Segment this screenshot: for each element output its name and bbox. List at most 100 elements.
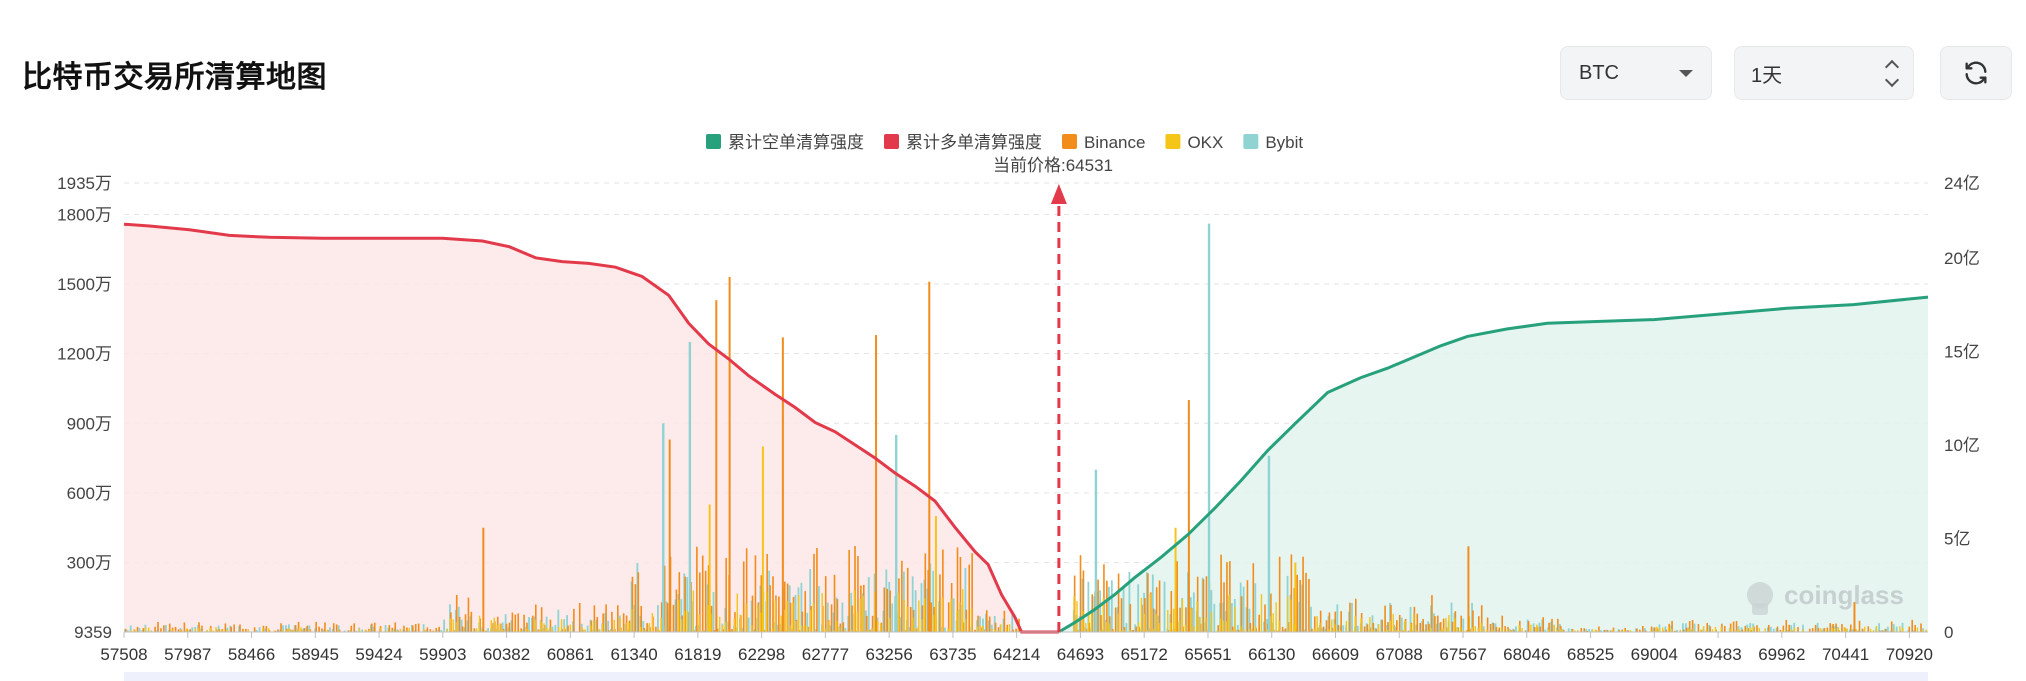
- bar: [844, 629, 847, 632]
- bar: [1482, 626, 1485, 632]
- bar: [1222, 602, 1225, 632]
- bar: [854, 546, 856, 632]
- bar: [1219, 618, 1222, 632]
- bar: [815, 629, 817, 632]
- bar: [1240, 626, 1242, 632]
- bar: [454, 609, 457, 632]
- coin-select[interactable]: BTC: [1560, 46, 1712, 100]
- bar: [1094, 469, 1098, 632]
- bar: [280, 623, 282, 632]
- bar: [569, 624, 572, 632]
- bar: [1371, 615, 1374, 632]
- bar: [1477, 627, 1479, 632]
- bar: [736, 593, 738, 632]
- bar: [229, 625, 232, 632]
- bar: [1425, 624, 1427, 632]
- bar: [1492, 629, 1494, 632]
- bar: [803, 624, 806, 632]
- x-tick-label: 70920: [1886, 645, 1933, 664]
- bar: [1869, 628, 1872, 632]
- bar: [258, 627, 261, 632]
- bar: [1334, 624, 1336, 632]
- bar: [1321, 627, 1324, 632]
- bar: [501, 622, 504, 632]
- bar: [282, 630, 285, 632]
- bar: [1618, 630, 1621, 632]
- bar: [422, 624, 425, 632]
- bar: [857, 555, 859, 632]
- bar: [230, 626, 233, 632]
- bar: [168, 623, 171, 632]
- bar: [1808, 628, 1811, 632]
- bar: [514, 614, 517, 632]
- bar: [924, 553, 927, 632]
- bar: [856, 611, 859, 632]
- bar: [189, 629, 192, 632]
- bar: [1298, 601, 1301, 632]
- bar: [1249, 628, 1251, 632]
- bar: [1199, 617, 1201, 632]
- cumulative-lines: [123, 222, 1929, 634]
- bar: [1351, 602, 1353, 632]
- bar: [282, 625, 284, 632]
- x-tick-label: 59903: [419, 645, 466, 664]
- bar: [1623, 629, 1626, 632]
- bar: [625, 622, 627, 632]
- bar: [1413, 614, 1415, 632]
- bar: [326, 630, 328, 632]
- current-price-arrow: [1050, 184, 1067, 204]
- bar: [1556, 627, 1558, 632]
- bar: [959, 556, 962, 632]
- bar: [285, 625, 287, 632]
- bar: [1541, 619, 1544, 632]
- bar: [1422, 618, 1424, 632]
- bar: [129, 625, 132, 632]
- bar: [136, 626, 139, 632]
- bar: [713, 630, 716, 632]
- bar: [1219, 602, 1222, 632]
- bar: [631, 576, 634, 632]
- bar: [171, 629, 173, 632]
- bar: [909, 630, 911, 632]
- bar: [683, 610, 686, 632]
- bar: [1486, 629, 1488, 632]
- bar: [1093, 596, 1096, 632]
- bar: [1480, 605, 1483, 632]
- bar: [707, 565, 710, 632]
- bar: [765, 591, 768, 632]
- bar: [944, 627, 946, 632]
- bar: [1851, 629, 1854, 632]
- bar: [875, 335, 878, 632]
- refresh-button[interactable]: [1940, 46, 2012, 100]
- zoom-slider[interactable]: [124, 672, 1928, 681]
- bar: [534, 619, 536, 632]
- bar: [242, 628, 244, 632]
- bar: [160, 628, 162, 632]
- bar: [1603, 629, 1606, 632]
- bar: [549, 626, 551, 632]
- bar: [1207, 223, 1211, 632]
- bar: [826, 602, 829, 632]
- bar: [217, 625, 220, 632]
- bar: [526, 622, 528, 632]
- y-left-tick-label: 1500万: [57, 275, 112, 294]
- bar: [1849, 624, 1852, 632]
- bar: [1129, 629, 1131, 632]
- bar: [1741, 629, 1744, 632]
- bar: [130, 630, 132, 632]
- bar: [889, 590, 891, 632]
- bar: [197, 628, 200, 632]
- bar: [1524, 630, 1527, 632]
- bar: [1583, 628, 1586, 632]
- bar: [663, 565, 666, 632]
- bar: [832, 612, 835, 632]
- bar: [920, 583, 923, 632]
- bar: [1688, 628, 1690, 632]
- time-range-select[interactable]: 1天: [1734, 46, 1914, 100]
- bar: [478, 615, 481, 632]
- bar: [1223, 582, 1225, 632]
- bar: [850, 592, 853, 632]
- bar: [745, 603, 747, 632]
- bar: [853, 590, 856, 632]
- bar: [1916, 627, 1919, 632]
